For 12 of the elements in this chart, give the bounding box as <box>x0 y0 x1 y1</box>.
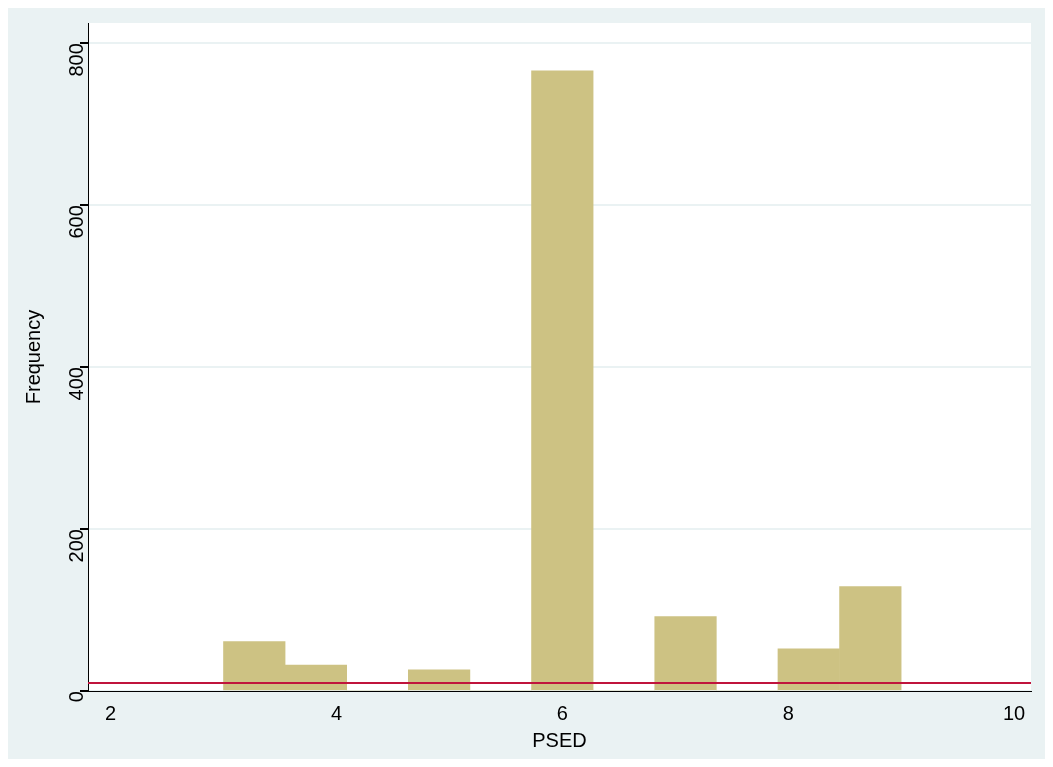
x-axis-title: PSED <box>532 728 587 751</box>
x-tick-label: 8 <box>782 701 794 724</box>
y-tick-label: 800 <box>64 43 87 77</box>
x-tick-label: 10 <box>1002 701 1026 724</box>
x-tick-label: 4 <box>330 701 343 724</box>
y-axis-title: Frequency <box>21 309 44 405</box>
y-tick-label: 600 <box>64 205 87 239</box>
x-tick-label: 6 <box>556 701 568 724</box>
y-tick-label: 400 <box>64 367 87 401</box>
y-tick-label: 200 <box>64 529 87 563</box>
x-tick-label: 2 <box>105 701 117 724</box>
y-tick-label: 0 <box>64 691 87 703</box>
